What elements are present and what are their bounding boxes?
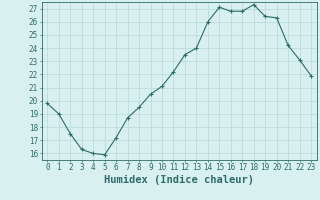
X-axis label: Humidex (Indice chaleur): Humidex (Indice chaleur) bbox=[104, 175, 254, 185]
